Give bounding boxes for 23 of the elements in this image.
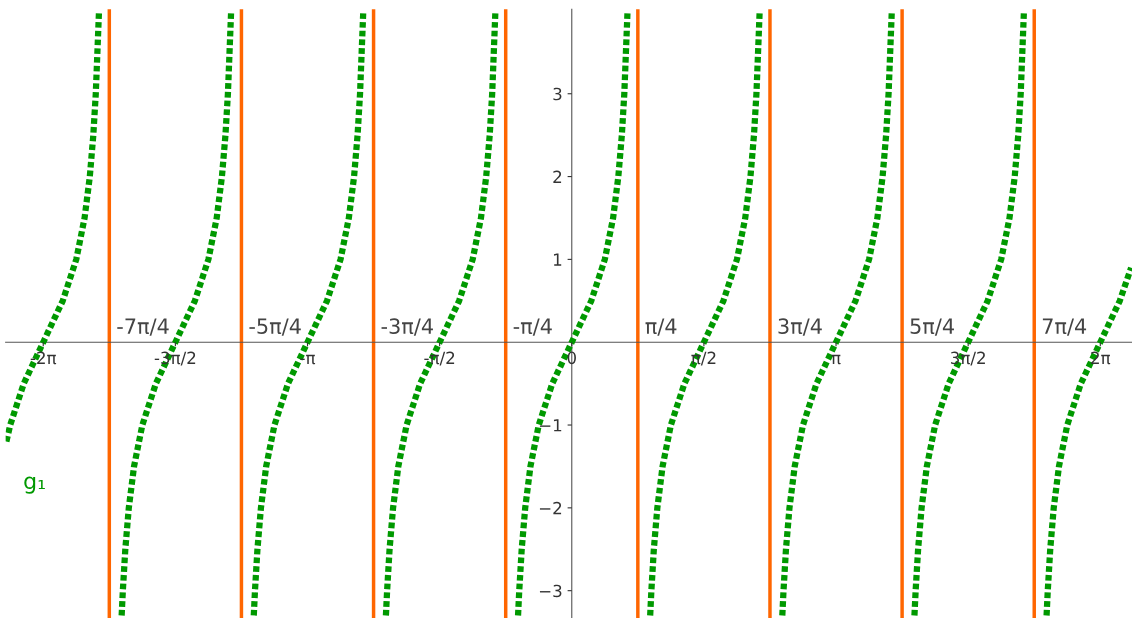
ref-line-label: -π/4 — [513, 318, 552, 336]
y-tick-label: −3 — [539, 584, 562, 598]
y-tick-label: −1 — [539, 419, 562, 432]
ref-line-label: π/4 — [645, 318, 677, 336]
ref-line-label: 3π/4 — [778, 318, 822, 336]
x-tick-label: π/2 — [691, 351, 716, 366]
x-tick-label: -3π/2 — [154, 351, 196, 366]
ref-line-label: -3π/4 — [381, 318, 433, 336]
y-tick-label: −2 — [539, 501, 562, 515]
y-tick-label: 1 — [553, 253, 562, 266]
x-tick-label: -π/2 — [424, 351, 455, 366]
y-tick-label: 2 — [553, 170, 562, 183]
ref-line-label: 5π/4 — [910, 318, 954, 336]
series-label: g₁ — [24, 476, 45, 494]
ref-line-label: -7π/4 — [117, 318, 169, 336]
ref-line-label: 7π/4 — [1042, 318, 1087, 336]
y-tick-label: 3 — [553, 87, 562, 101]
ref-line-label: -5π/4 — [249, 318, 301, 336]
x-tick-label: 2π — [1091, 351, 1111, 365]
x-tick-label: π — [831, 354, 841, 365]
x-tick-label: -π — [300, 354, 316, 365]
x-tick-label: -2π — [30, 351, 57, 365]
x-tick-label: 3π/2 — [951, 351, 985, 366]
